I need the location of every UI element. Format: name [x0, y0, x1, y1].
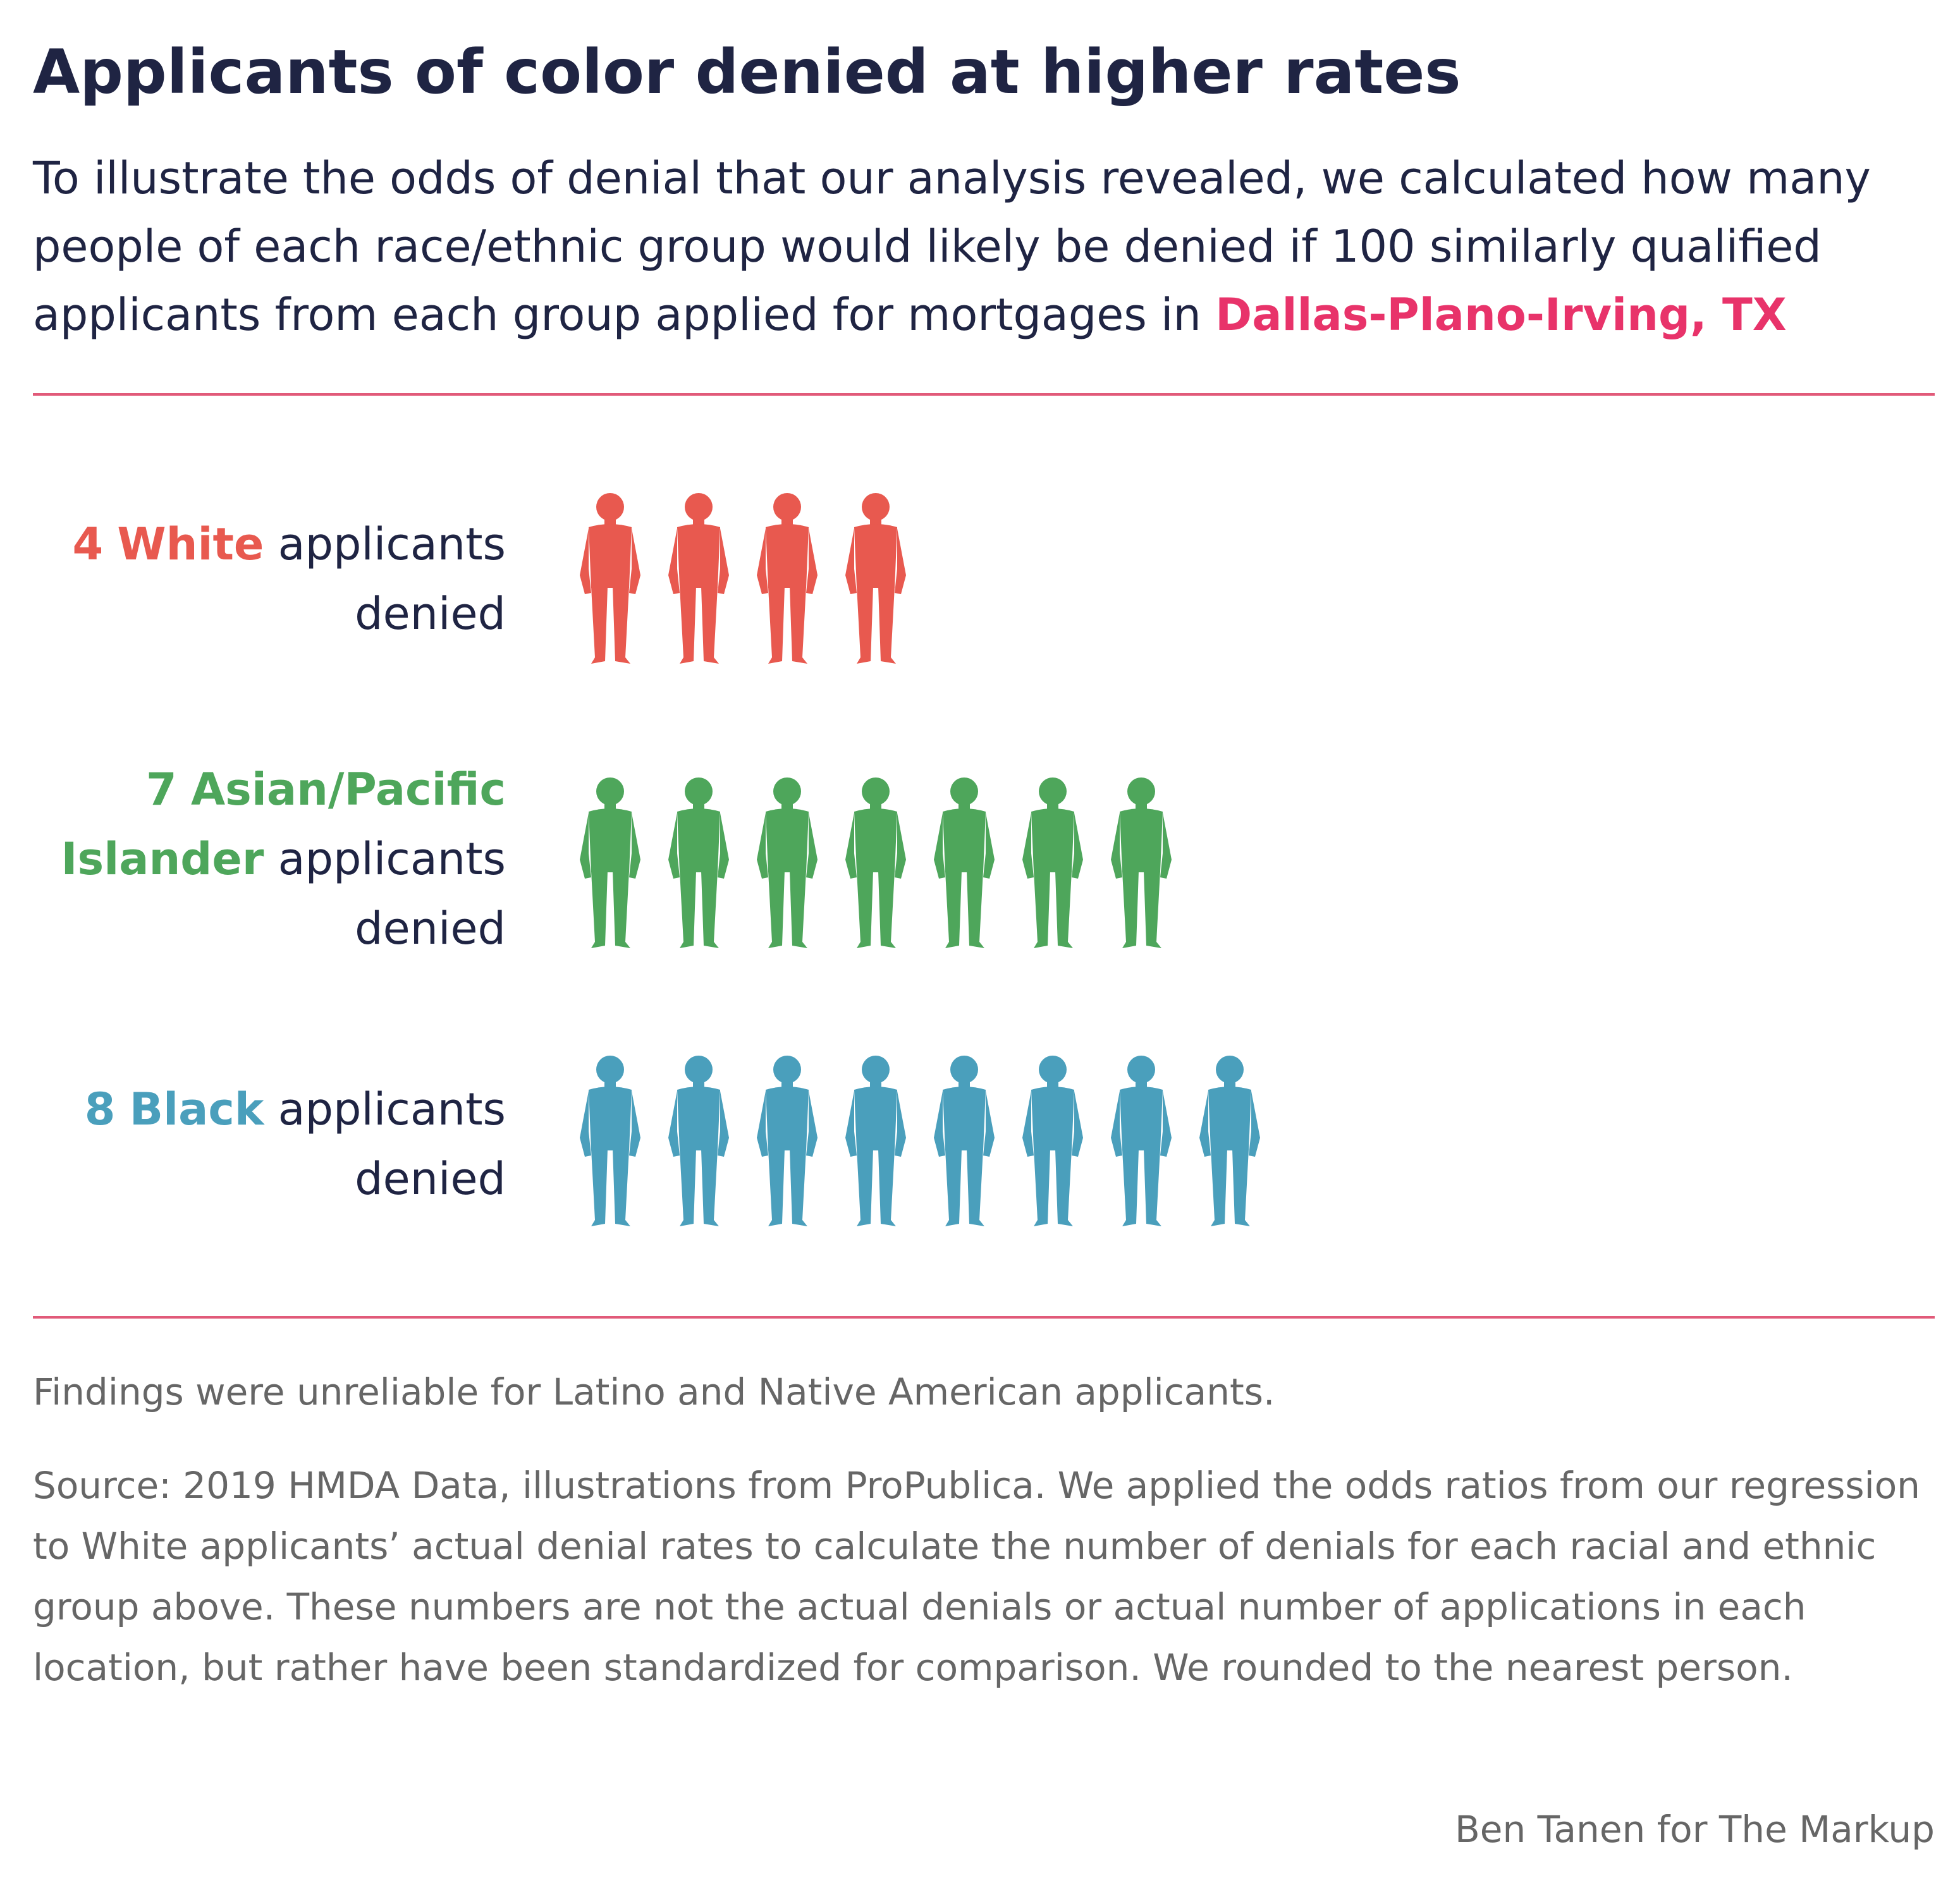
chart-title: Applicants of color denied at higher rat…	[33, 37, 1461, 107]
row-label-white: 4 White applicants denied	[13, 509, 506, 649]
asian-person-icon-1	[580, 777, 640, 948]
asian-person-icon-3	[757, 777, 818, 948]
asian-person-icon-6	[1022, 777, 1083, 948]
black-suffix: applicants	[278, 1083, 506, 1135]
white-suffix: applicants	[278, 518, 506, 570]
black-person-icon-1	[580, 1056, 640, 1226]
black-person-icon-6	[1022, 1056, 1083, 1226]
credit-line: Ben Tanen for The Markup	[1455, 1808, 1935, 1851]
black-denied: denied	[355, 1153, 506, 1205]
white-denied: denied	[355, 588, 506, 640]
white-count: 4	[72, 518, 104, 570]
black-group: Black	[129, 1083, 264, 1135]
white-person-icon-3	[757, 493, 818, 664]
top-divider	[33, 393, 1935, 396]
white-group: White	[117, 518, 264, 570]
asian-count: 7	[146, 764, 177, 815]
black-person-icon-3	[757, 1056, 818, 1226]
asian-person-icon-7	[1111, 777, 1172, 948]
asian-group-line2: Islander	[61, 833, 264, 885]
white-person-icon-4	[845, 493, 906, 664]
black-person-icon-8	[1199, 1056, 1260, 1226]
black-person-icon-4	[845, 1056, 906, 1226]
subtitle-text: To illustrate the odds of denial that ou…	[33, 152, 1871, 341]
asian-suffix: applicants	[278, 833, 506, 885]
black-person-icon-7	[1111, 1056, 1172, 1226]
asian-denied: denied	[355, 903, 506, 954]
black-count: 8	[84, 1083, 116, 1135]
asian-person-icon-4	[845, 777, 906, 948]
white-person-icon-2	[668, 493, 729, 664]
white-person-icon-1	[580, 493, 640, 664]
asian-person-icon-2	[668, 777, 729, 948]
location-highlight: Dallas-Plano-Irving, TX	[1215, 289, 1787, 341]
source-note: Source: 2019 HMDA Data, illustrations fr…	[33, 1464, 1920, 1689]
footnote: Findings were unreliable for Latino and …	[33, 1370, 1275, 1413]
row-label-black: 8 Black applicants denied	[13, 1075, 506, 1214]
black-person-icon-5	[934, 1056, 995, 1226]
row-label-asian: 7 Asian/Pacific Islander applicants deni…	[13, 755, 506, 963]
asian-person-icon-5	[934, 777, 995, 948]
bottom-divider	[33, 1316, 1935, 1319]
asian-group: Asian/Pacific	[191, 764, 506, 815]
black-person-icon-2	[668, 1056, 729, 1226]
chart-subtitle: To illustrate the odds of denial that ou…	[33, 144, 1942, 349]
